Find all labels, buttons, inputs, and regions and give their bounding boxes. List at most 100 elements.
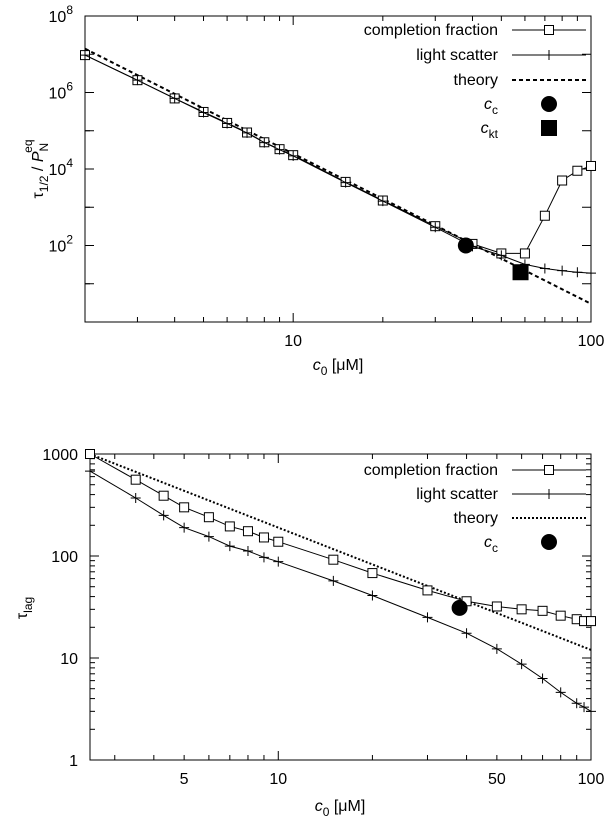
bottom-light-scatter-point: [130, 493, 141, 504]
bottom-completion-fraction-point: [586, 616, 596, 627]
bottom-y-tick-label: 1000: [42, 447, 78, 464]
bottom-y-axis-title: τlag: [14, 597, 35, 619]
top-legend-marker-c-c: [541, 96, 557, 112]
top-y-tick-label: 106: [49, 80, 74, 103]
bottom-light-scatter-point: [367, 590, 378, 601]
bottom-axis-ticks: 5 10 50 100 1 10 100 1000: [42, 447, 604, 788]
bottom-completion-fraction-point: [516, 604, 527, 615]
top-y-tick-base: 10: [49, 239, 67, 256]
top-completion-fraction-point: [557, 175, 568, 186]
bottom-light-scatter-point: [571, 698, 582, 709]
bottom-legend: completion fraction light scatter theory cc: [364, 462, 586, 555]
top-legend-c-sub: c: [492, 103, 498, 117]
bottom-completion-fraction-point: [130, 474, 141, 485]
bottom-light-scatter-point: [586, 706, 596, 717]
top-legend-label-theory: theory: [454, 72, 498, 89]
top-light-scatter-point: [274, 144, 285, 155]
bottom-legend-marker-completion-fraction: [544, 465, 554, 475]
bottom-light-scatter-point: [224, 541, 235, 552]
top-y-tick-base: 10: [49, 86, 67, 103]
bottom-light-scatter-point: [273, 556, 284, 567]
bottom-x-tick-label: 5: [180, 771, 189, 788]
top-x-axis-title: c0 [μM]: [313, 357, 364, 378]
bottom-legend-c: c: [484, 534, 492, 551]
top-y-tick-exp: 8: [66, 3, 73, 17]
top-light-scatter-point: [259, 137, 270, 148]
top-legend-marker-c-kt: [541, 120, 557, 136]
bottom-completion-fraction-point: [555, 610, 566, 621]
bottom-completion-fraction-point: [179, 502, 190, 513]
bottom-completion-fraction-point: [328, 554, 339, 565]
top-completion-fraction-point: [586, 160, 596, 171]
bottom-completion-fraction-point: [273, 536, 284, 547]
bottom-light-scatter-point: [491, 643, 502, 654]
bottom-y-tau: τ: [14, 612, 31, 619]
top-light-scatter-point: [539, 263, 550, 274]
top-legend-label-c-c: cc: [484, 96, 498, 117]
bottom-x-tick-label: 50: [488, 771, 506, 788]
bottom-legend-c-sub: c: [492, 541, 498, 555]
top-legend: completion fraction light scatter theory cc…: [364, 22, 586, 141]
top-light-scatter-point: [80, 50, 90, 61]
top-y-tick-label: 108: [49, 3, 74, 26]
bottom-light-scatter-point: [537, 673, 548, 684]
bottom-light-scatter-point: [579, 702, 590, 713]
top-x-c-sub: 0: [321, 364, 328, 378]
bottom-x-tick-label: 100: [578, 771, 605, 788]
top-legend-label-c-kt: ckt: [481, 120, 499, 141]
top-series-layer: [80, 50, 596, 279]
bottom-light-scatter-point: [328, 575, 339, 586]
bottom-x-axis-title: c0 [μM]: [315, 798, 366, 819]
top-y-tick-base: 10: [49, 9, 67, 26]
bottom-legend-label-c-c: cc: [484, 534, 498, 555]
bottom-completion-fraction-point: [203, 512, 214, 523]
top-points-layer: [457, 237, 529, 281]
top-y-axis-title: τ1/2 / PNeq: [21, 139, 51, 198]
top-theory-line: [84, 47, 592, 305]
top-light-scatter-point: [557, 265, 568, 276]
bottom-points-layer: [451, 599, 468, 616]
bottom-y-tick-label: 1: [69, 753, 78, 770]
top-y-p-sup: eq: [21, 139, 35, 152]
bottom-x-c: c: [315, 798, 323, 815]
top-theory-layer: [84, 47, 592, 305]
bottom-light-scatter-point: [516, 659, 527, 670]
bottom-series-layer: [85, 449, 596, 717]
top-x-c: c: [313, 357, 321, 374]
bottom-theory-line: [89, 453, 592, 651]
top-y-tick-exp: 6: [66, 80, 73, 94]
top-light-scatter-point: [586, 268, 596, 279]
top-legend-label-light-scatter: light scatter: [416, 47, 498, 64]
bottom-legend-label-completion-fraction: completion fraction: [364, 462, 498, 479]
top-x-tick-label: 100: [578, 333, 605, 350]
top-x-unit: [μM]: [327, 357, 363, 374]
bottom-legend-label-theory: theory: [454, 510, 498, 527]
bottom-chart: 5 10 50 100 1 10 100 1000 completion fraction li…: [14, 447, 604, 819]
bottom-legend-marker-light-scatter: [544, 489, 554, 499]
top-completion-fraction-point: [572, 165, 583, 176]
bottom-light-scatter-point: [203, 531, 214, 542]
top-y-p: P: [30, 151, 47, 162]
bottom-point-c-c: [451, 599, 468, 616]
bottom-completion-fraction-point: [158, 490, 169, 501]
bottom-x-tick-label: 10: [269, 771, 287, 788]
top-y-sep: /: [30, 162, 47, 175]
top-legend-label-completion-fraction: completion fraction: [364, 22, 498, 39]
top-light-scatter-point: [242, 127, 253, 138]
top-light-scatter-point: [572, 267, 583, 278]
bottom-y-tick-label: 10: [60, 651, 78, 668]
bottom-y-tau-sub: lag: [21, 597, 35, 613]
bottom-completion-fraction-point: [85, 449, 95, 459]
bottom-light-scatter-point: [158, 510, 169, 521]
top-completion-fraction-point: [519, 248, 530, 259]
bottom-completion-fraction-point: [422, 585, 433, 596]
top-light-scatter-point: [340, 177, 351, 188]
top-light-scatter-point: [288, 150, 299, 161]
bottom-light-scatter-point: [258, 552, 269, 563]
bottom-theory-layer: [89, 453, 592, 651]
bottom-completion-fraction-point: [224, 521, 235, 532]
bottom-completion-fraction-point: [537, 605, 548, 616]
top-light-scatter-point: [222, 118, 233, 129]
